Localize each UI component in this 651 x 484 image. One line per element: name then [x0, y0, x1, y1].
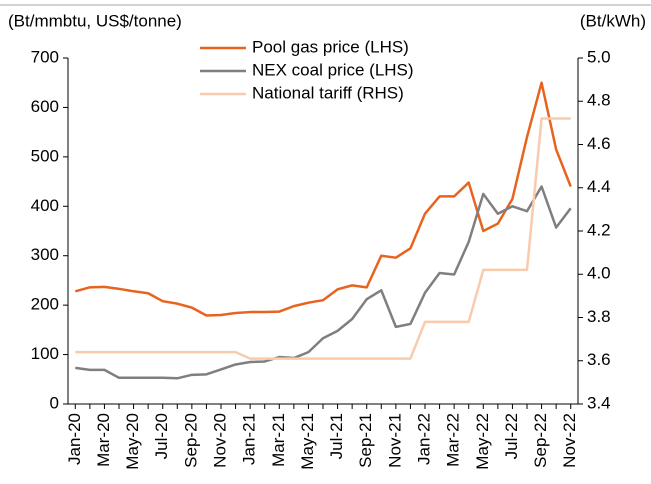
legend-label: Pool gas price (LHS)	[252, 37, 409, 56]
legend-label: National tariff (RHS)	[252, 83, 404, 102]
y-tick-label: 0	[50, 393, 59, 412]
y-tick-label: 100	[31, 344, 59, 363]
y2-tick-label: 5.0	[587, 47, 611, 66]
y2-tick-label: 4.8	[587, 91, 611, 110]
y-axis-label: (Bt/mmbtu, US$/tonne)	[8, 11, 182, 30]
y-tick-label: 200	[31, 295, 59, 314]
x-tick-label: Jul-21	[327, 413, 346, 459]
y2-tick-label: 3.8	[587, 307, 611, 326]
x-tick-label: Sep-20	[181, 413, 200, 468]
x-tick-label: Mar-22	[444, 413, 463, 467]
y-tick-label: 500	[31, 146, 59, 165]
y2-tick-label: 3.4	[587, 393, 611, 412]
x-tick-label: Nov-21	[385, 413, 404, 468]
y2-tick-label: 4.4	[587, 177, 611, 196]
x-tick-label: Jan-20	[65, 413, 84, 465]
y2-axis-label: (Bt/kWh)	[580, 11, 646, 30]
y-tick-label: 300	[31, 245, 59, 264]
y-tick-label: 700	[31, 47, 59, 66]
y2-tick-label: 3.6	[587, 350, 611, 369]
x-tick-label: Mar-21	[269, 413, 288, 467]
x-tick-label: Jan-21	[240, 413, 259, 465]
x-tick-label: Jul-20	[152, 413, 171, 459]
series-line	[74, 81, 572, 317]
x-tick-label: Nov-22	[560, 413, 579, 468]
y-tick-label: 400	[31, 196, 59, 215]
x-tick-label: May-20	[123, 413, 142, 470]
x-tick-label: May-21	[298, 413, 317, 470]
series-line	[75, 117, 571, 360]
x-tick-label: May-22	[473, 413, 492, 470]
x-tick-label: Sep-21	[356, 413, 375, 468]
x-tick-label: Jul-22	[502, 413, 521, 459]
x-tick-label: Nov-20	[210, 413, 229, 468]
x-tick-label: Sep-22	[531, 413, 550, 468]
x-tick-label: Jan-22	[414, 413, 433, 465]
y-tick-label: 600	[31, 97, 59, 116]
y2-tick-label: 4.0	[587, 264, 611, 283]
y2-tick-label: 4.6	[587, 134, 611, 153]
x-tick-label: Mar-20	[94, 413, 113, 467]
legend-label: NEX coal price (LHS)	[252, 60, 414, 79]
series-line	[75, 185, 572, 380]
y2-tick-label: 4.2	[587, 220, 611, 239]
